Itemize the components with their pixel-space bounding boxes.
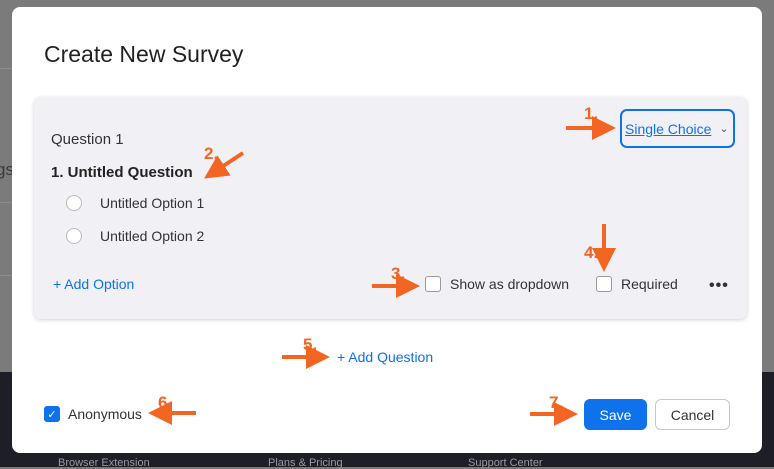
radio-icon	[66, 195, 82, 211]
question-type-label: Single Choice	[625, 120, 712, 137]
annotation-number: 4.	[584, 243, 599, 262]
annotation-number: 2.	[204, 144, 219, 163]
bg-divider	[0, 275, 12, 276]
anonymous-checkbox[interactable]: ✓ Anonymous	[44, 406, 142, 422]
cancel-button[interactable]: Cancel	[655, 399, 730, 430]
footer-link[interactable]: Support Center	[468, 457, 543, 469]
bg-divider	[0, 202, 12, 203]
add-question-button[interactable]: + Add Question	[337, 349, 434, 365]
option-label[interactable]: Untitled Option 1	[100, 195, 205, 211]
save-button[interactable]: Save	[584, 399, 647, 430]
required-checkbox[interactable]: Required	[596, 276, 678, 292]
question-card: Question 1 1. Untitled Question Single C…	[34, 97, 747, 319]
question-title[interactable]: 1. Untitled Question	[51, 164, 193, 181]
footer-link[interactable]: Browser Extension	[58, 457, 150, 469]
footer-link[interactable]: Plans & Pricing	[268, 457, 343, 469]
question-type-dropdown[interactable]: Single Choice ⌄	[620, 109, 735, 148]
annotation-number: 7.	[549, 393, 564, 412]
bg-divider	[0, 68, 12, 69]
checkbox-icon	[596, 276, 612, 292]
required-label: Required	[621, 276, 678, 292]
annotation-number: 3.	[391, 264, 406, 283]
anonymous-label: Anonymous	[68, 406, 142, 422]
background-text: gs	[0, 160, 14, 179]
check-icon: ✓	[44, 406, 60, 422]
show-as-dropdown-checkbox[interactable]: Show as dropdown	[425, 276, 569, 292]
question-label: Question 1	[51, 131, 124, 148]
annotation-number: 6.	[158, 393, 173, 412]
create-survey-modal: Create New Survey Question 1 1. Untitled…	[12, 7, 762, 453]
modal-title: Create New Survey	[44, 41, 244, 67]
option-item: Untitled Option 1	[66, 195, 204, 211]
add-option-button[interactable]: + Add Option	[53, 276, 135, 292]
annotation-number: 1.	[584, 104, 599, 123]
option-item: Untitled Option 2	[66, 228, 204, 244]
annotation-number: 5.	[303, 335, 318, 354]
radio-icon	[66, 228, 82, 244]
more-options-icon[interactable]: •••	[709, 277, 729, 294]
show-as-dropdown-label: Show as dropdown	[450, 276, 570, 292]
chevron-down-icon: ⌄	[719, 123, 729, 135]
checkbox-icon	[425, 276, 441, 292]
option-label[interactable]: Untitled Option 2	[100, 228, 205, 244]
